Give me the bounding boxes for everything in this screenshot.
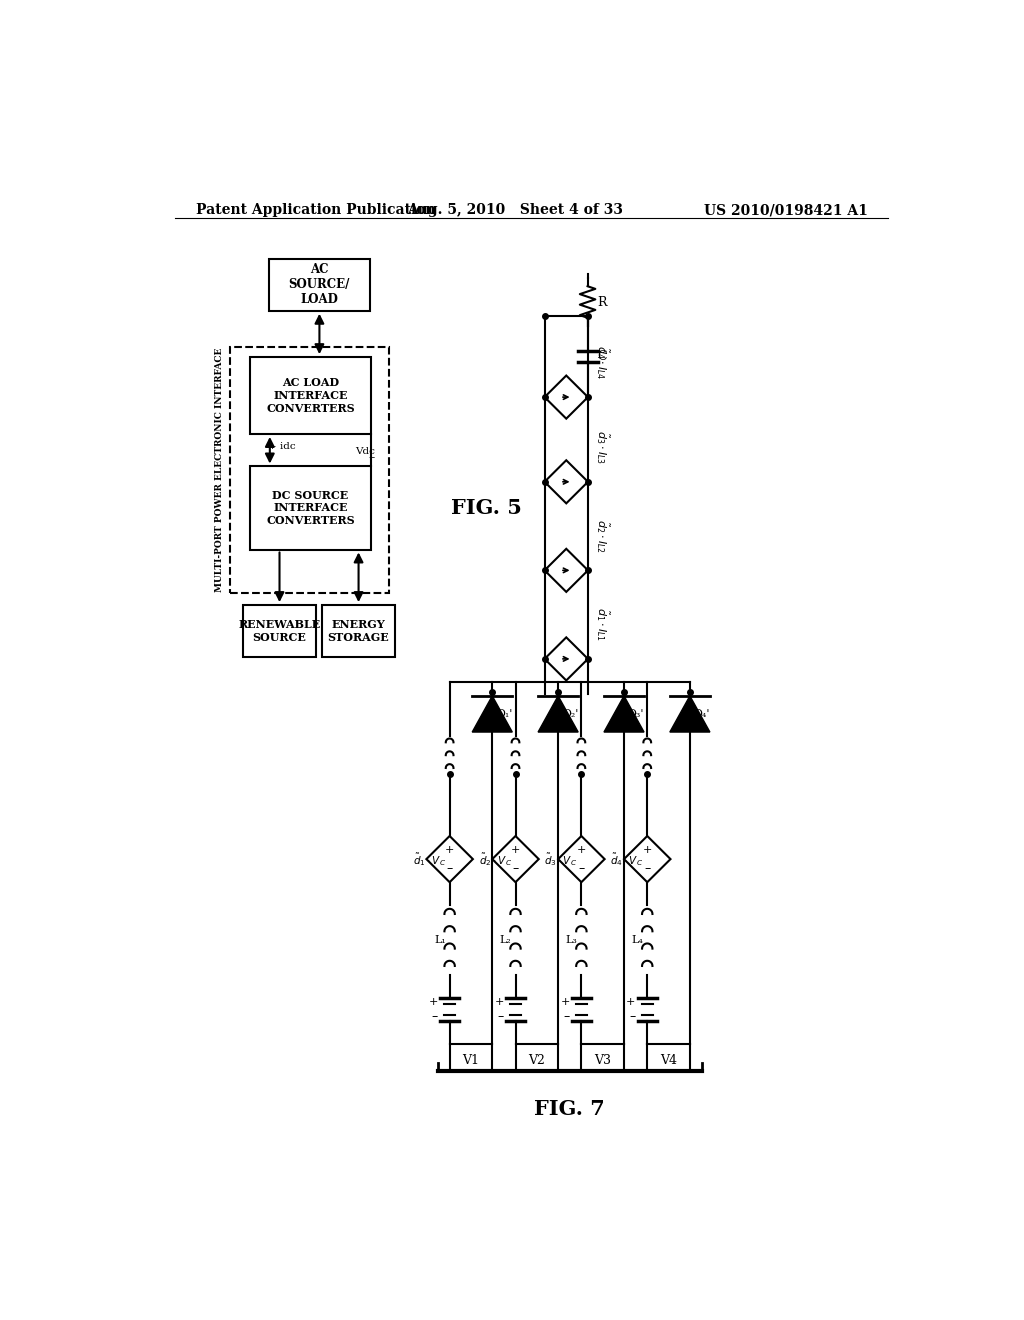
- Text: RENEWABLE
SOURCE: RENEWABLE SOURCE: [239, 619, 321, 643]
- Text: L₁: L₁: [434, 935, 445, 945]
- Text: R: R: [597, 296, 606, 309]
- Text: –: –: [432, 1010, 438, 1023]
- Polygon shape: [670, 696, 710, 733]
- Text: $\tilde{d}_3 \cdot I_{L3}$: $\tilde{d}_3 \cdot I_{L3}$: [594, 430, 610, 465]
- Text: $\tilde{d}_2 \cdot V_C$: $\tilde{d}_2 \cdot V_C$: [478, 850, 512, 867]
- Polygon shape: [472, 696, 512, 733]
- Bar: [230, 347, 389, 594]
- Text: –: –: [563, 1010, 569, 1023]
- Text: + idc: + idc: [267, 442, 295, 451]
- Text: +: +: [429, 997, 438, 1007]
- Text: –: –: [630, 1010, 636, 1023]
- Text: +: +: [445, 845, 455, 855]
- Text: +: +: [495, 997, 504, 1007]
- Polygon shape: [538, 696, 579, 733]
- Text: Patent Application Publication: Patent Application Publication: [197, 203, 436, 216]
- Text: L₃: L₃: [565, 935, 578, 945]
- Bar: [251, 358, 371, 434]
- Text: L₂: L₂: [500, 935, 512, 945]
- Text: US 2010/0198421 A1: US 2010/0198421 A1: [705, 203, 868, 216]
- Text: D₁': D₁': [496, 709, 512, 719]
- Text: AC LOAD
INTERFACE
CONVERTERS: AC LOAD INTERFACE CONVERTERS: [266, 378, 355, 414]
- Text: $\tilde{d}_3 \cdot V_C$: $\tilde{d}_3 \cdot V_C$: [545, 850, 578, 867]
- Text: –: –: [579, 862, 585, 875]
- Text: $\tilde{d}_4 \cdot I_{L4}$: $\tilde{d}_4 \cdot I_{L4}$: [594, 346, 610, 380]
- Text: $\tilde{d}_2 \cdot I_{L2}$: $\tilde{d}_2 \cdot I_{L2}$: [594, 519, 610, 553]
- Bar: [251, 466, 371, 549]
- Text: ENERGY
STORAGE: ENERGY STORAGE: [328, 619, 389, 643]
- Text: Aug. 5, 2010   Sheet 4 of 33: Aug. 5, 2010 Sheet 4 of 33: [408, 203, 624, 216]
- Bar: [243, 605, 316, 657]
- Text: –: –: [644, 862, 650, 875]
- Text: +: +: [560, 997, 569, 1007]
- Text: $\tilde{d}_4 \cdot V_C$: $\tilde{d}_4 \cdot V_C$: [610, 850, 643, 867]
- Text: D₂': D₂': [562, 709, 579, 719]
- Text: V2: V2: [528, 1055, 545, 1068]
- Text: DC SOURCE
INTERFACE
CONVERTERS: DC SOURCE INTERFACE CONVERTERS: [266, 490, 355, 527]
- Text: L₄: L₄: [632, 935, 643, 945]
- Text: –: –: [369, 451, 375, 465]
- Text: +: +: [511, 845, 520, 855]
- Text: FIG. 5: FIG. 5: [452, 498, 522, 517]
- Text: –: –: [446, 862, 453, 875]
- Text: V1: V1: [463, 1055, 479, 1068]
- Text: –: –: [498, 1010, 504, 1023]
- Polygon shape: [604, 696, 644, 733]
- Text: $\tilde{d}_1 \cdot I_{L1}$: $\tilde{d}_1 \cdot I_{L1}$: [594, 607, 610, 642]
- Text: +: +: [627, 997, 636, 1007]
- Text: V3: V3: [594, 1055, 611, 1068]
- Text: +: +: [643, 845, 652, 855]
- Text: AC
SOURCE/
LOAD: AC SOURCE/ LOAD: [289, 263, 350, 306]
- Text: D₃': D₃': [628, 709, 644, 719]
- Text: –: –: [512, 862, 518, 875]
- Text: MULTI-PORT POWER ELECTRONIC INTERFACE: MULTI-PORT POWER ELECTRONIC INTERFACE: [215, 348, 224, 593]
- Text: C: C: [597, 350, 606, 363]
- Bar: [322, 605, 395, 657]
- Text: $\tilde{d}_1 \cdot V_C$: $\tilde{d}_1 \cdot V_C$: [413, 850, 445, 867]
- Bar: [269, 259, 370, 312]
- Text: +: +: [577, 845, 586, 855]
- Text: V4: V4: [660, 1055, 677, 1068]
- Text: D₄': D₄': [693, 709, 711, 719]
- Text: Vdc: Vdc: [355, 447, 375, 457]
- Text: FIG. 7: FIG. 7: [535, 1100, 605, 1119]
